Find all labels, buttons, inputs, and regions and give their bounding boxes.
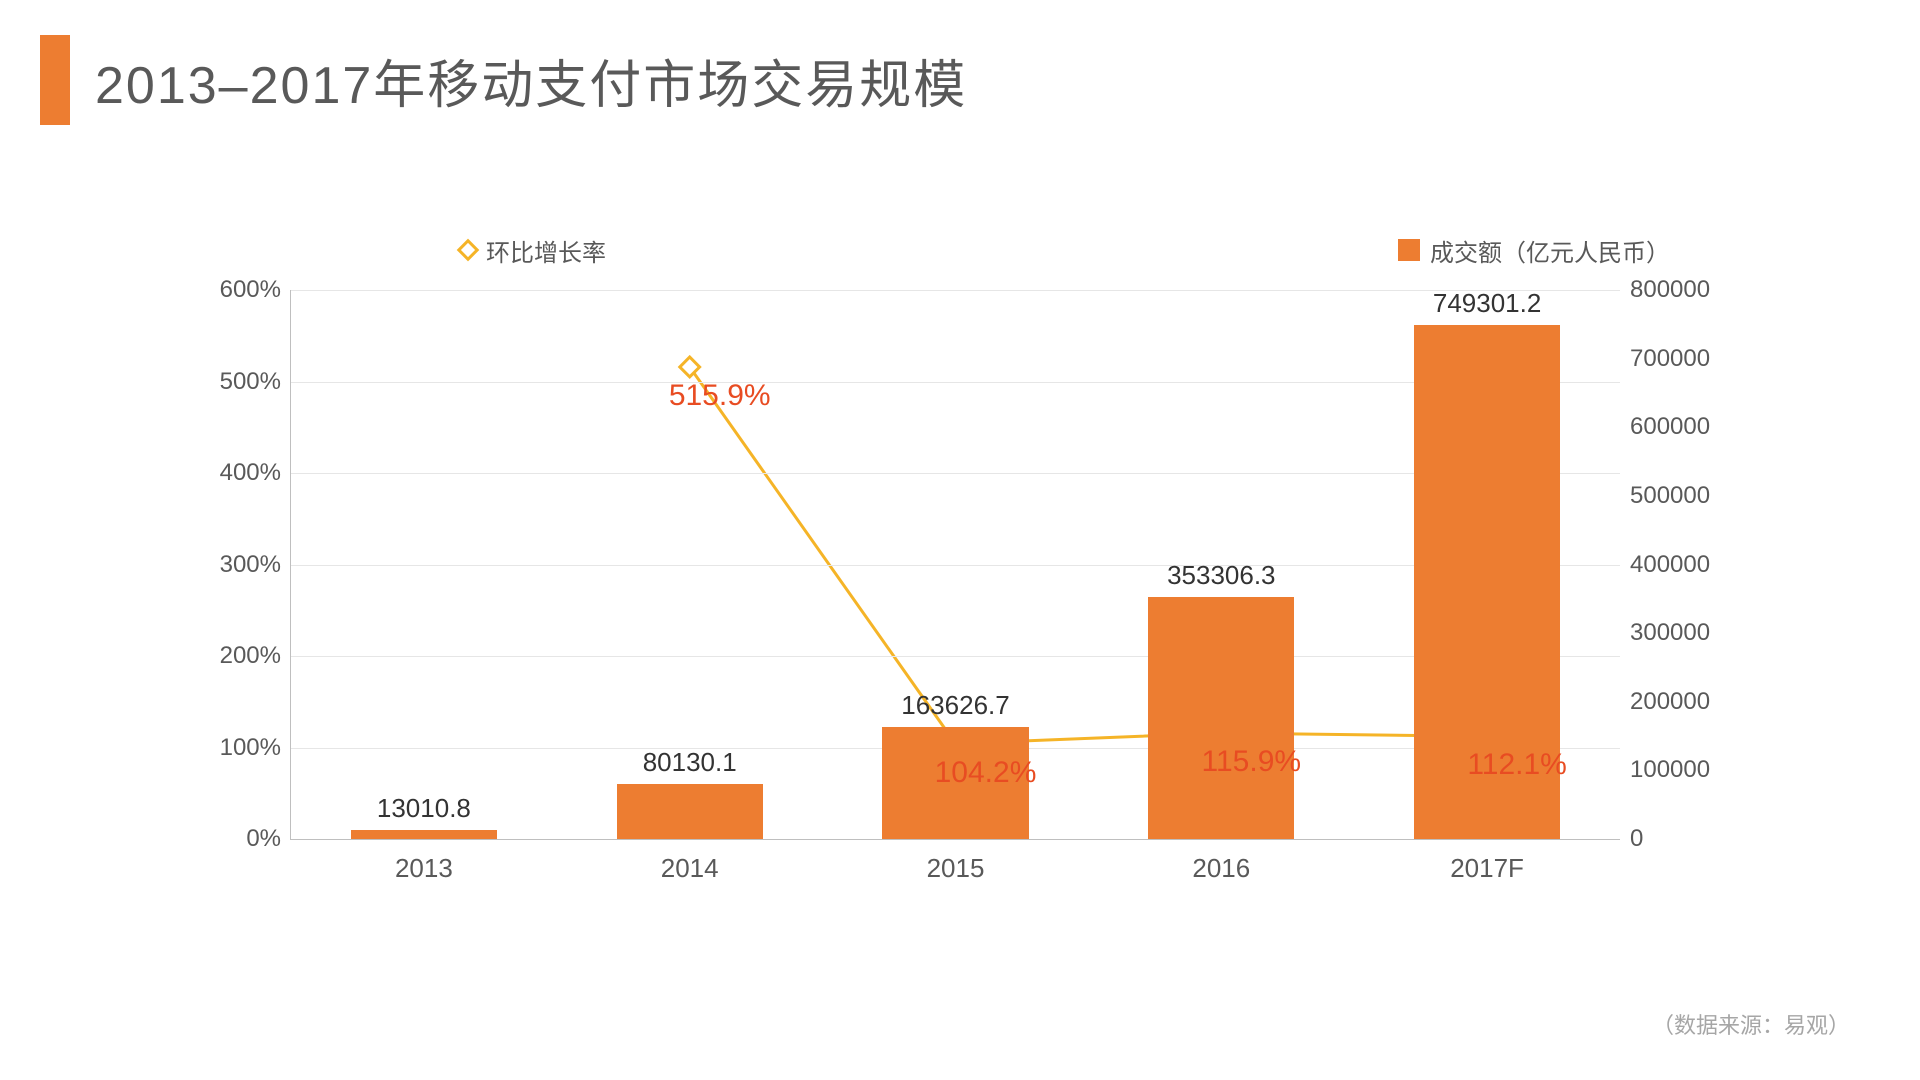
growth-line — [690, 367, 1487, 744]
ytick-right: 600000 — [1630, 413, 1750, 441]
growth-value-label: 104.2% — [935, 756, 1037, 790]
x-axis-label: 2016 — [1121, 853, 1321, 884]
growth-value-label: 515.9% — [669, 379, 771, 413]
growth-value-label: 112.1% — [1467, 748, 1567, 782]
bar-value-label: 163626.7 — [856, 690, 1056, 721]
x-axis-label: 2017F — [1387, 853, 1587, 884]
plot-area: 0%100%200%300%400%500%600%01000002000003… — [290, 290, 1620, 840]
x-axis-label: 2014 — [590, 853, 790, 884]
diamond-icon — [457, 239, 480, 262]
source-note: （数据来源：易观） — [1652, 1008, 1850, 1040]
ytick-right: 500000 — [1630, 482, 1750, 510]
accent-block — [40, 35, 70, 125]
ytick-left: 400% — [191, 459, 281, 487]
x-axis-label: 2015 — [856, 853, 1056, 884]
legend-item-volume: 成交额（亿元人民币） — [1398, 233, 1670, 268]
legend: 环比增长率 成交额（亿元人民币） — [190, 230, 1750, 270]
ytick-left: 500% — [191, 368, 281, 396]
title-bar: 2013–2017年移动支付市场交易规模 — [40, 35, 967, 125]
line-marker — [680, 357, 700, 377]
legend-line-label: 环比增长率 — [486, 233, 606, 268]
ytick-right: 200000 — [1630, 688, 1750, 716]
ytick-left: 600% — [191, 276, 281, 304]
bar — [1148, 597, 1294, 839]
bar-value-label: 80130.1 — [590, 747, 790, 778]
bar — [351, 830, 497, 839]
ytick-left: 0% — [191, 825, 281, 853]
ytick-right: 700000 — [1630, 345, 1750, 373]
x-axis-label: 2013 — [324, 853, 524, 884]
bar-value-label: 353306.3 — [1121, 559, 1321, 590]
legend-item-growth: 环比增长率 — [460, 233, 606, 268]
legend-bar-label: 成交额（亿元人民币） — [1430, 233, 1670, 268]
ytick-left: 300% — [191, 551, 281, 579]
bar-value-label: 13010.8 — [324, 793, 524, 824]
ytick-right: 100000 — [1630, 756, 1750, 784]
square-icon — [1398, 239, 1420, 261]
ytick-left: 200% — [191, 642, 281, 670]
page-title: 2013–2017年移动支付市场交易规模 — [95, 43, 967, 118]
ytick-right: 300000 — [1630, 619, 1750, 647]
ytick-left: 100% — [191, 734, 281, 762]
ytick-right: 400000 — [1630, 551, 1750, 579]
ytick-right: 800000 — [1630, 276, 1750, 304]
ytick-right: 0 — [1630, 825, 1750, 853]
bar — [617, 784, 763, 839]
growth-value-label: 115.9% — [1202, 745, 1302, 779]
chart: 环比增长率 成交额（亿元人民币） 0%100%200%300%400%500%6… — [190, 230, 1750, 910]
bar-value-label: 749301.2 — [1387, 288, 1587, 319]
